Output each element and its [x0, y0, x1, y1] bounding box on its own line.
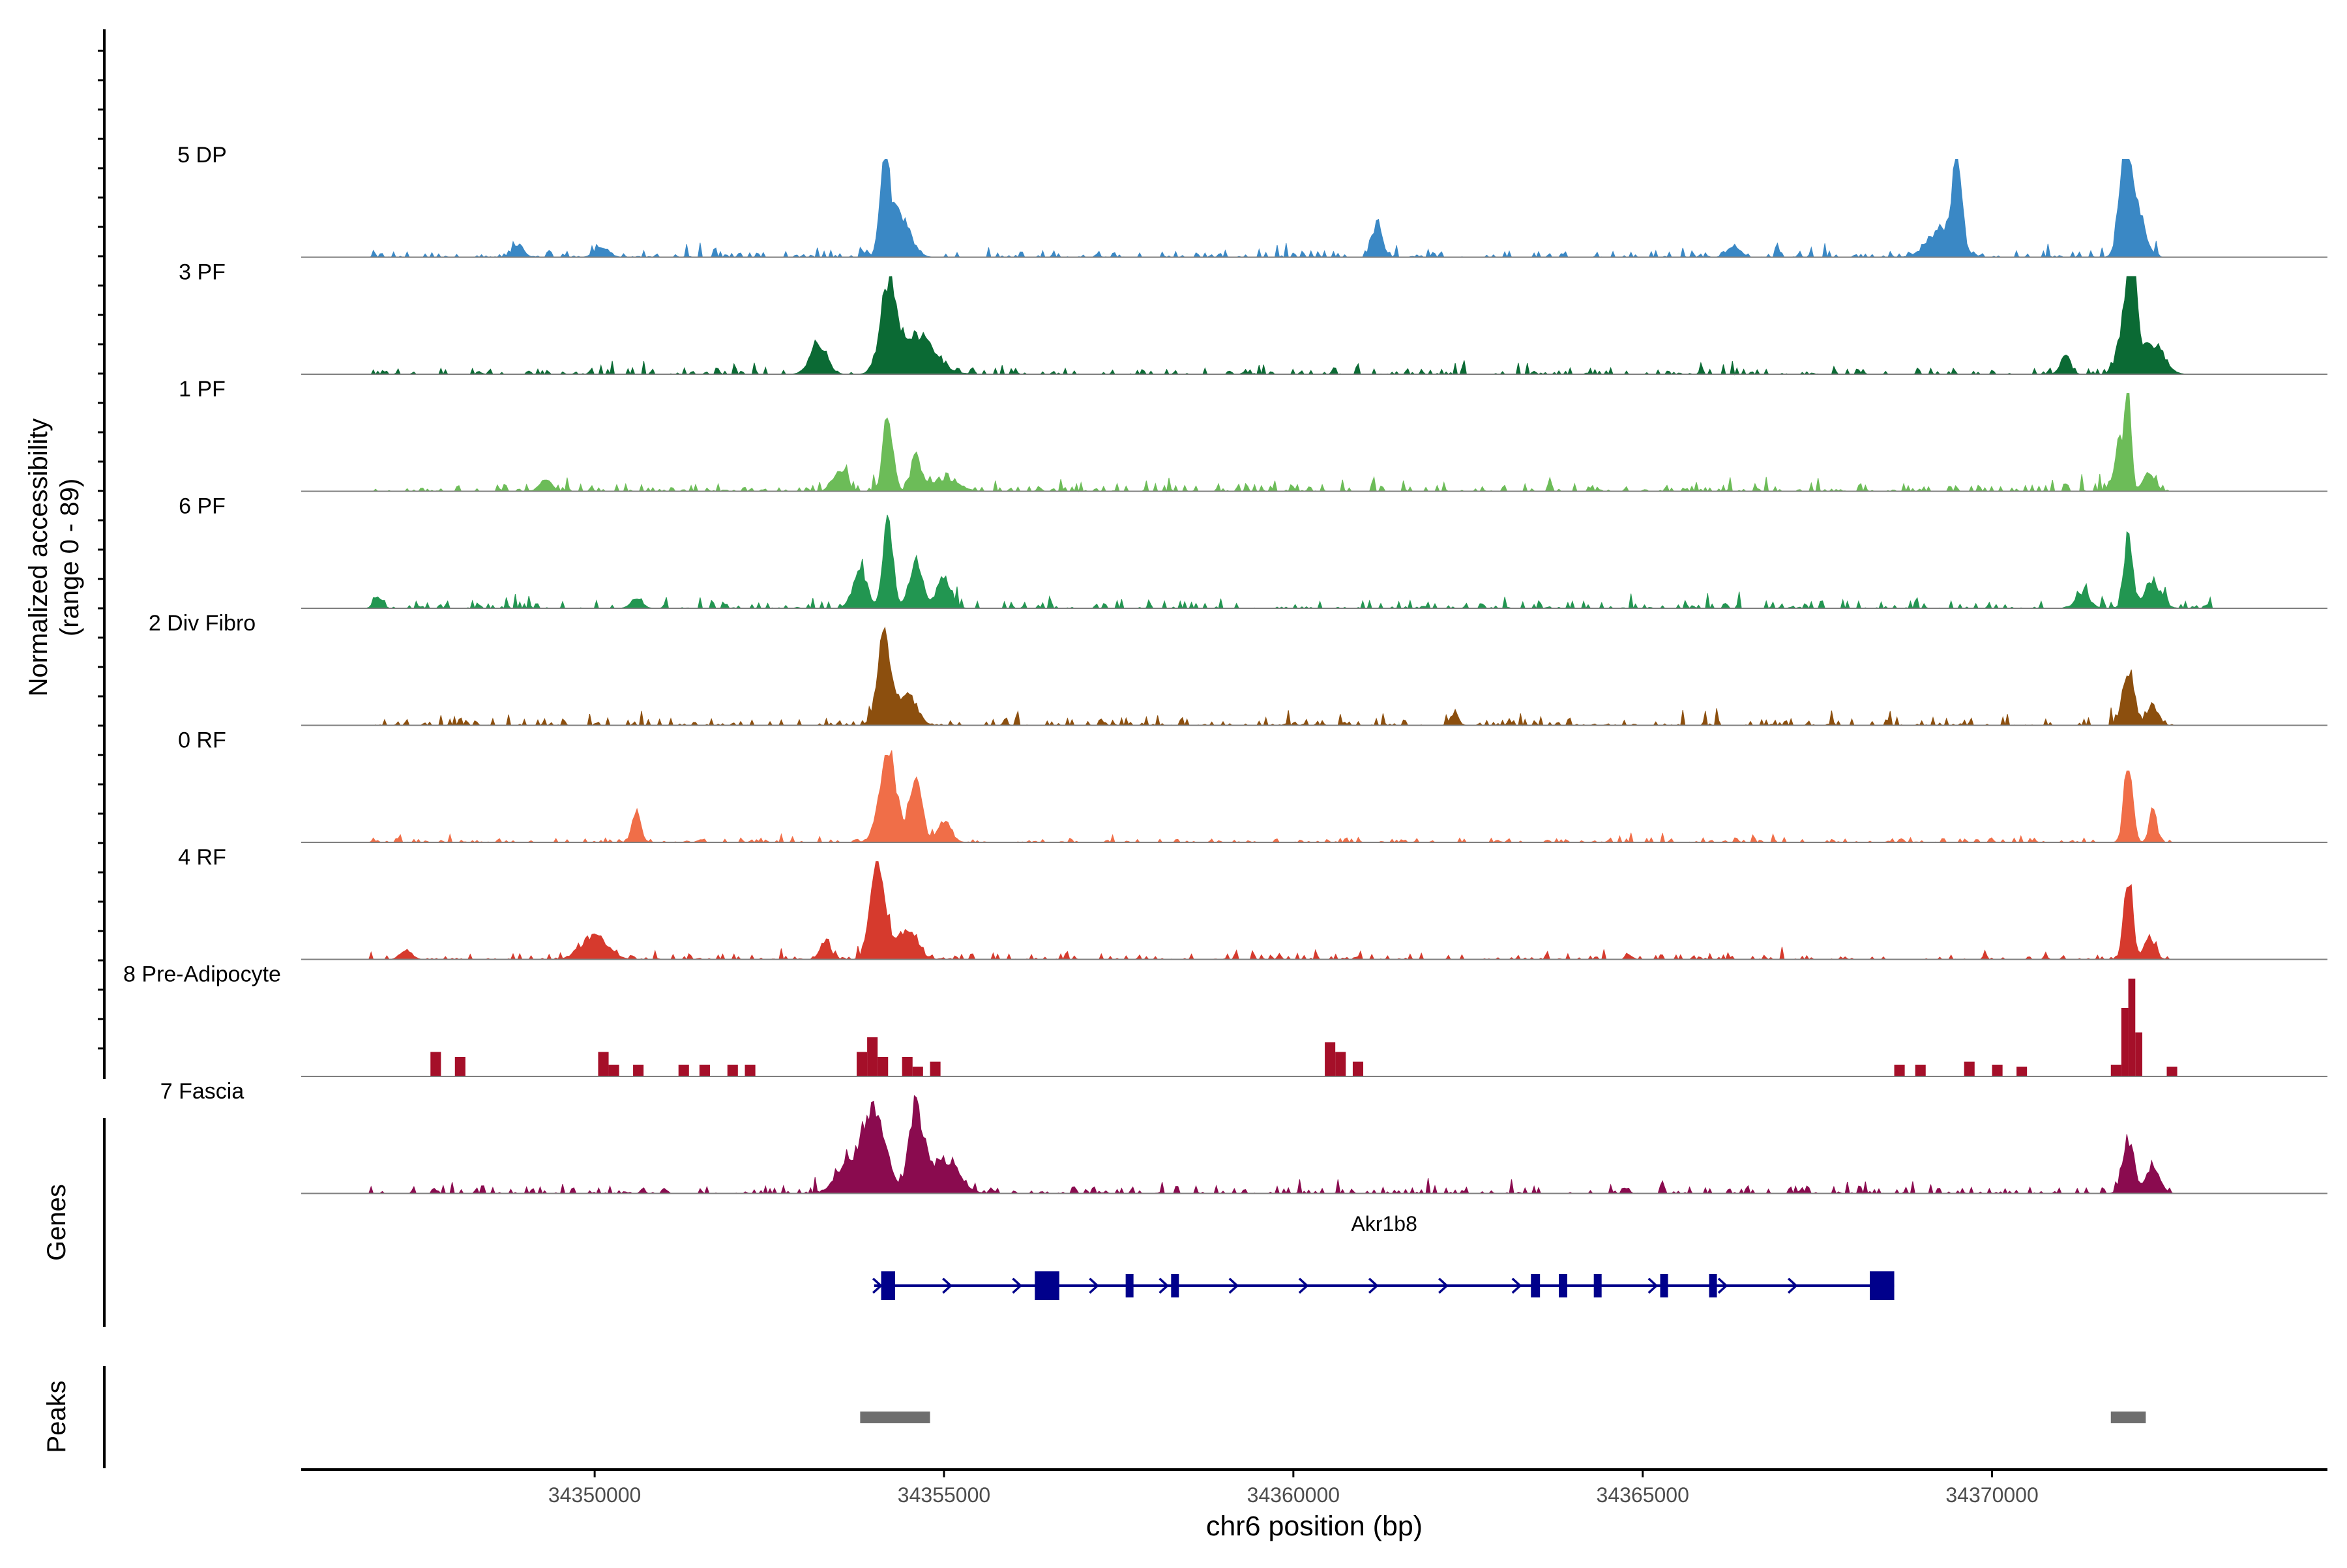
peak-region — [860, 1412, 930, 1423]
coverage-bar — [867, 1037, 878, 1076]
coverage-area — [301, 626, 2327, 727]
x-tick-label: 34360000 — [1247, 1483, 1340, 1507]
coverage-bar — [633, 1065, 644, 1076]
track-label: 3 PF — [179, 260, 226, 285]
strand-arrow — [942, 1277, 952, 1294]
coverage-area — [301, 393, 2327, 493]
coverage-bar — [454, 1057, 465, 1076]
exon — [1125, 1274, 1134, 1297]
track-label: 1 PF — [179, 377, 226, 402]
exon — [881, 1271, 895, 1300]
exon — [1660, 1274, 1668, 1297]
coverage-bar — [930, 1061, 941, 1076]
coverage-bar — [878, 1057, 889, 1076]
strand-arrow — [1159, 1277, 1170, 1294]
coverage-bar — [2128, 979, 2136, 1076]
strand-arrow — [1438, 1277, 1449, 1294]
coverage-bar — [1964, 1061, 1975, 1076]
coverage-bar — [912, 1067, 923, 1076]
exon — [1171, 1274, 1179, 1297]
coverage-area — [301, 861, 2327, 960]
strand-arrow — [1647, 1277, 1659, 1294]
track-1-pf: 1 PF — [179, 377, 2327, 493]
coverage-bar — [2166, 1067, 2177, 1076]
strand-arrow — [1717, 1277, 1728, 1294]
coverage-bar — [2135, 1032, 2142, 1076]
x-axis-label: chr6 position (bp) — [1206, 1511, 1423, 1542]
coverage-area — [301, 514, 2327, 610]
exon — [1559, 1274, 1567, 1297]
coverage-bar — [2016, 1067, 2028, 1076]
coverage-bar — [1335, 1052, 1346, 1076]
coverage-bar — [2121, 1008, 2129, 1076]
coverage-bar — [1352, 1061, 1364, 1076]
track-6-pf: 6 PF — [179, 494, 2327, 610]
coverage-bar — [2110, 1065, 2121, 1076]
track-label: 6 PF — [179, 494, 226, 519]
coverage-tracks: 5 DP 3 PF 1 PF 6 PF 2 Div Fibro 0 RF 4 RF 8 Pre… — [123, 143, 2327, 1195]
coverage-bar — [727, 1065, 738, 1076]
track-8-pre-adipocyte: 8 Pre-Adipocyte — [123, 962, 2327, 1077]
coverage-bar — [1992, 1065, 2003, 1076]
exon — [1035, 1271, 1059, 1300]
exon — [1709, 1274, 1717, 1297]
coverage-bar — [598, 1052, 609, 1076]
track-5-dp: 5 DP — [177, 143, 2327, 259]
coverage-bar — [430, 1052, 441, 1076]
gene-name-label: Akr1b8 — [1351, 1212, 1417, 1235]
coverage-bar — [902, 1057, 913, 1076]
strand-arrow — [1368, 1277, 1379, 1294]
peaks-track-label: Peaks — [42, 1380, 71, 1453]
coverage-bar — [1915, 1065, 1926, 1076]
coverage-bar — [1894, 1065, 1905, 1076]
strand-arrow — [872, 1277, 883, 1294]
accessibility-axis — [98, 29, 106, 1079]
strand-arrow — [1012, 1277, 1023, 1294]
coverage-bar — [857, 1052, 868, 1076]
peak-region — [2110, 1412, 2146, 1423]
coverage-area — [301, 1095, 2327, 1195]
x-axis: 34350000 34355000 34360000 34365000 34370000 — [301, 1468, 2327, 1507]
track-label: 4 RF — [178, 845, 226, 870]
track-3-pf: 3 PF — [179, 260, 2327, 376]
x-tick-label: 34370000 — [1945, 1483, 2038, 1507]
genes-track-label: Genes — [42, 1184, 71, 1261]
track-2-div-fibro: 2 Div Fibro — [149, 611, 2327, 727]
exon — [1531, 1274, 1541, 1297]
coverage-area — [301, 750, 2327, 844]
track-label: 0 RF — [178, 728, 226, 753]
strand-arrow — [1511, 1277, 1522, 1294]
track-label: 7 Fascia — [160, 1079, 244, 1104]
track-label: 5 DP — [177, 143, 227, 168]
coverage-bar — [608, 1065, 619, 1076]
x-tick-label: 34350000 — [548, 1483, 641, 1507]
coverage-bar — [745, 1065, 756, 1076]
exon — [1870, 1271, 1895, 1300]
track-4-rf: 4 RF — [178, 845, 2327, 960]
y-axis-label: Normalized accessibility — [24, 419, 53, 697]
track-7-fascia: 7 Fascia — [160, 1079, 2327, 1195]
strand-arrow — [1787, 1277, 1798, 1294]
strand-arrow — [1298, 1277, 1309, 1294]
strand-arrow — [1089, 1277, 1099, 1294]
coverage-area — [301, 159, 2327, 259]
exon — [1593, 1274, 1602, 1297]
coverage-bar — [1325, 1042, 1336, 1076]
y-axis-label-range: (range 0 - 89) — [55, 479, 84, 636]
strand-arrow — [1228, 1277, 1239, 1294]
coverage-area — [301, 276, 2327, 376]
peaks-track — [860, 1412, 2146, 1423]
track-label: 2 Div Fibro — [149, 611, 256, 636]
x-tick-label: 34365000 — [1597, 1483, 1689, 1507]
track-0-rf: 0 RF — [178, 728, 2327, 844]
track-label: 8 Pre-Adipocyte — [123, 962, 281, 987]
gene-track: Akr1b8 — [872, 1212, 1895, 1300]
coverage-bar — [699, 1065, 710, 1076]
x-tick-label: 34355000 — [898, 1483, 990, 1507]
coverage-bar — [678, 1065, 689, 1076]
